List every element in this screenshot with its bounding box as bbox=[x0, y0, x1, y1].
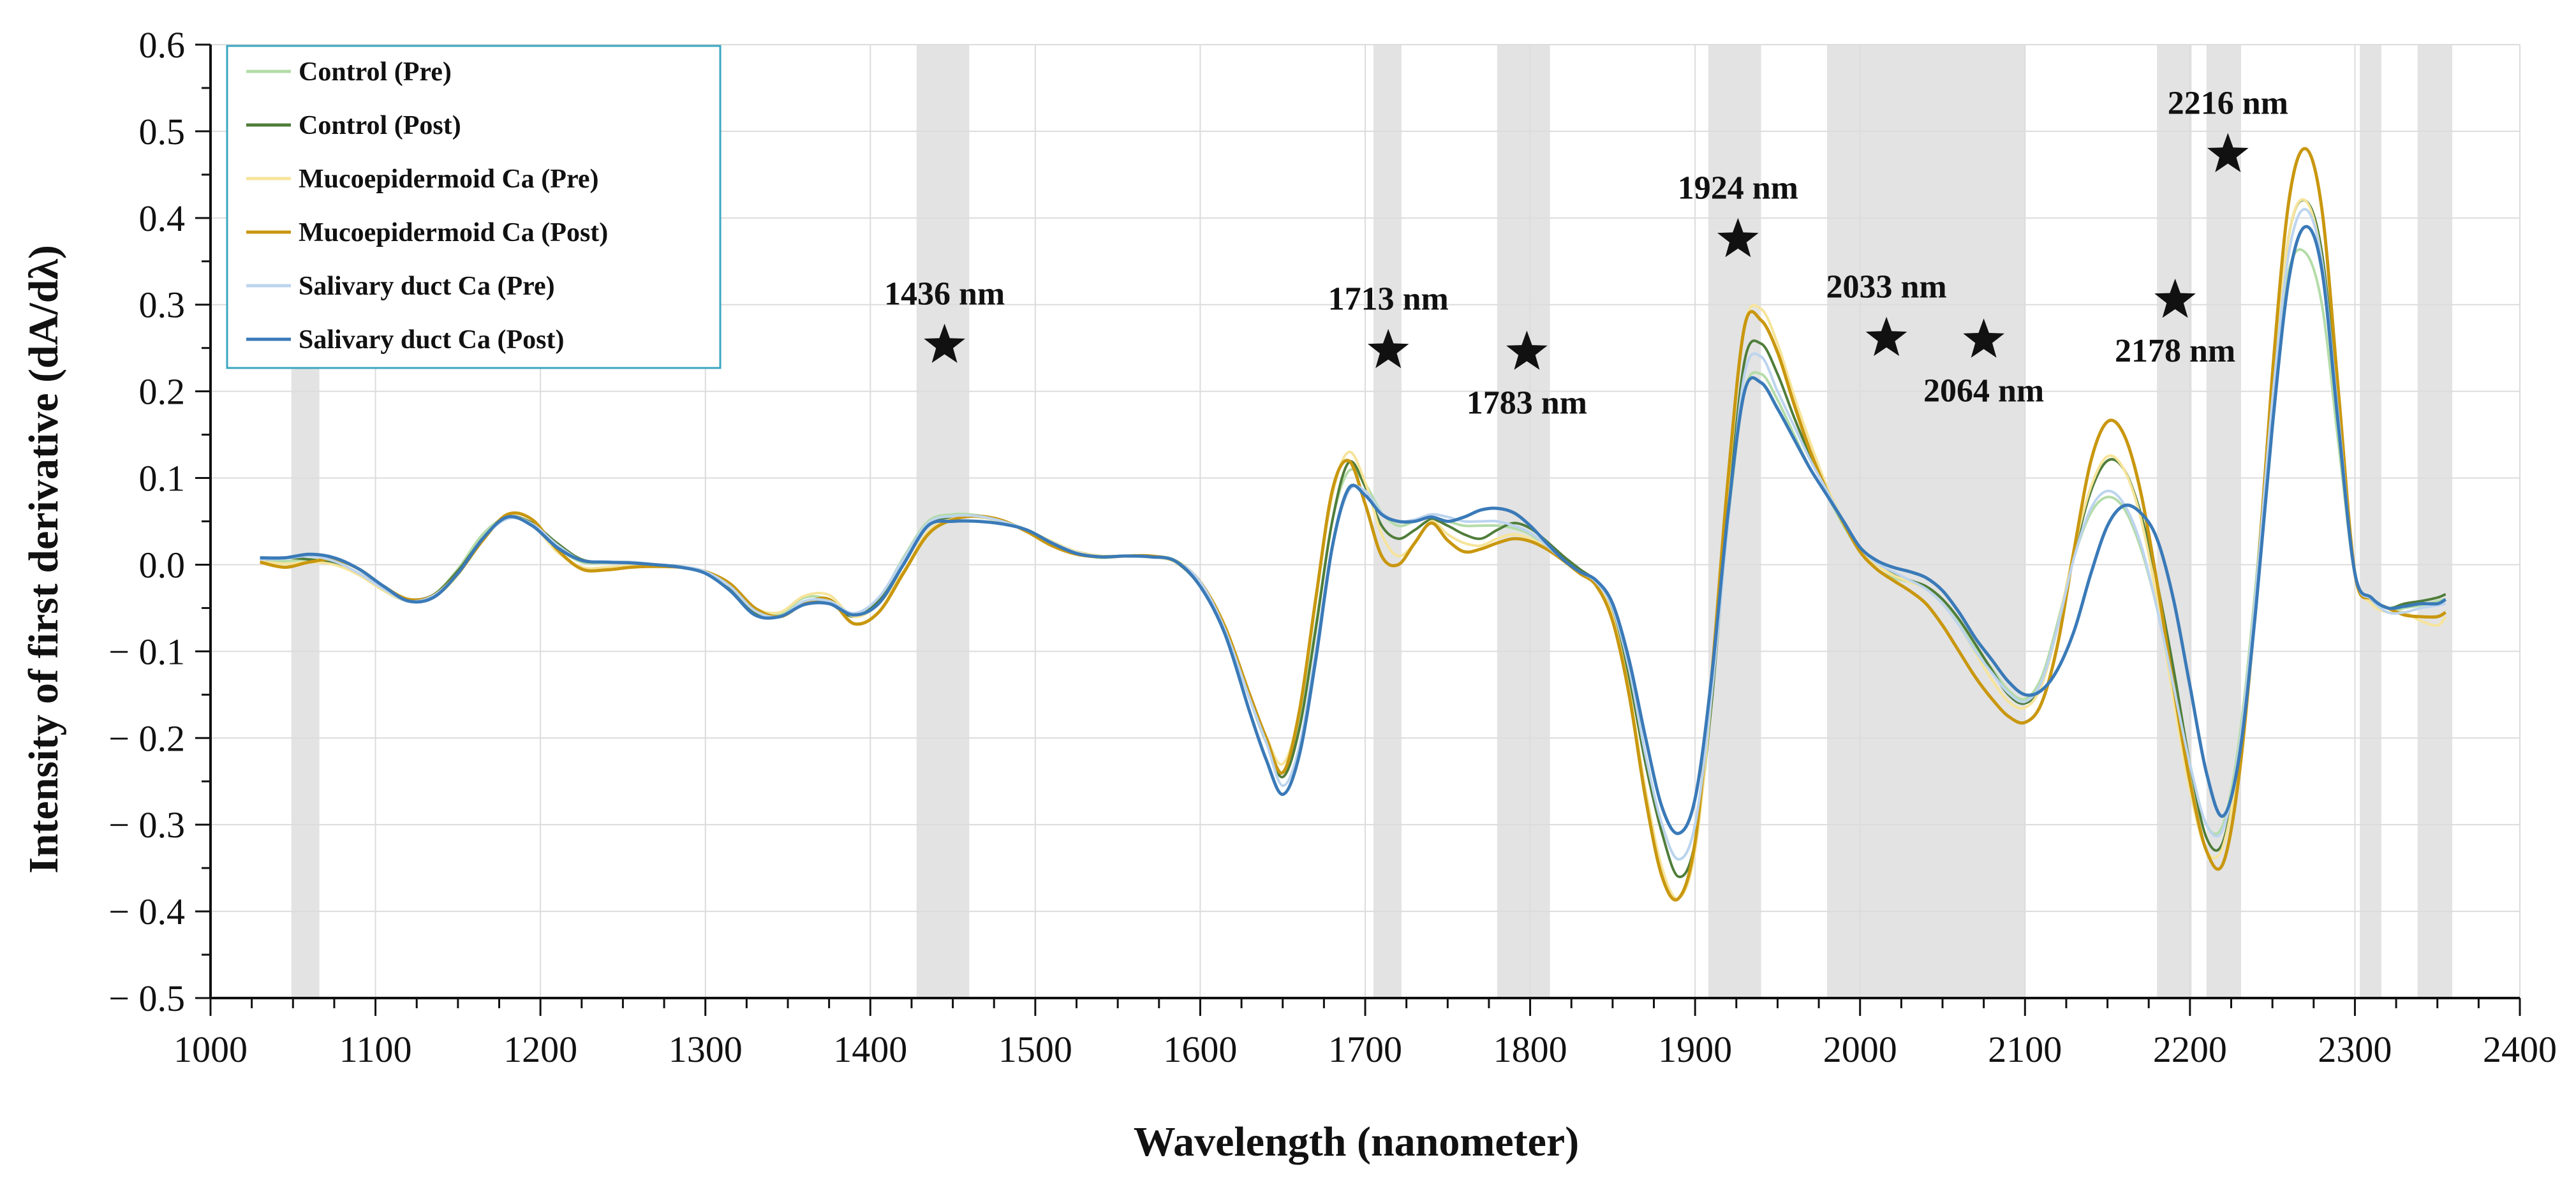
y-tick-label: − 0.3 bbox=[108, 804, 185, 846]
legend: Control (Pre) Control (Post) Mucoepidermoi… bbox=[226, 45, 722, 369]
y-tick-label: 0.4 bbox=[139, 198, 186, 239]
series-line-5 bbox=[260, 224, 2446, 835]
y-tick-label: − 0.2 bbox=[108, 717, 185, 759]
star-marker bbox=[1367, 328, 1409, 369]
annotation-label: 2064 nm bbox=[1923, 372, 2044, 409]
annotations: 1436 nm 1713 nm 1783 nm 1924 nm 2033 nm 2064 … bbox=[884, 85, 2288, 422]
legend-label: Salivary duct Ca (Pre) bbox=[299, 272, 555, 301]
annotation-label: 1713 nm bbox=[1328, 281, 1449, 318]
shaded-band-4 bbox=[1708, 45, 1761, 998]
shaded-band-9 bbox=[2417, 45, 2452, 998]
annotation-label: 1783 nm bbox=[1467, 385, 1587, 421]
legend-box bbox=[226, 45, 722, 369]
star-marker bbox=[1865, 316, 1907, 356]
shaded-band-7 bbox=[2206, 45, 2242, 998]
y-tick-label: 0.6 bbox=[139, 24, 186, 66]
star-marker bbox=[1506, 330, 1548, 370]
annotation-label: 1436 nm bbox=[884, 276, 1005, 312]
x-tick-label: 2200 bbox=[2153, 1029, 2227, 1070]
x-tick-label: 1600 bbox=[1163, 1029, 1237, 1070]
shaded-band-8 bbox=[2360, 45, 2381, 998]
x-tick-label: 2400 bbox=[2483, 1029, 2557, 1070]
shaded-band-6 bbox=[2157, 45, 2192, 998]
annotation-label: 1924 nm bbox=[1678, 170, 1798, 207]
legend-label: Mucoepidermoid Ca (Pre) bbox=[299, 165, 598, 194]
star-marker bbox=[924, 323, 965, 363]
annotation-label: 2033 nm bbox=[1826, 269, 1946, 305]
annotation-label: 2216 nm bbox=[2168, 85, 2288, 122]
x-axis-title: Wavelength (nanometer) bbox=[1134, 1119, 1579, 1165]
y-tick-label: 0.2 bbox=[139, 371, 186, 413]
y-tick-label: − 0.5 bbox=[108, 978, 185, 1019]
legend-label: Salivary duct Ca (Post) bbox=[299, 325, 564, 355]
y-tick-label: 0.0 bbox=[139, 544, 186, 585]
x-tick-label: 1200 bbox=[503, 1029, 577, 1070]
y-axis-title: Intensity of first derivative (dA/dλ) bbox=[20, 245, 67, 874]
annotation-label: 2178 nm bbox=[2115, 333, 2235, 369]
x-tick-label: 1000 bbox=[174, 1029, 248, 1070]
legend-label: Control (Pre) bbox=[299, 57, 452, 87]
star-marker bbox=[2207, 133, 2249, 172]
x-tick-label: 2000 bbox=[1823, 1029, 1897, 1070]
x-tick-label: 1800 bbox=[1493, 1029, 1567, 1070]
y-tick-label: 0.1 bbox=[139, 458, 186, 499]
y-tick-label: − 0.4 bbox=[108, 891, 185, 932]
star-marker bbox=[2154, 278, 2196, 318]
x-tick-label: 2100 bbox=[1988, 1029, 2062, 1070]
x-tick-label: 1400 bbox=[833, 1029, 907, 1070]
x-tick-label: 1500 bbox=[998, 1029, 1072, 1070]
x-tick-label: 1100 bbox=[339, 1029, 412, 1070]
y-tick-label: 0.3 bbox=[139, 284, 186, 326]
star-marker bbox=[1717, 217, 1759, 258]
x-tick-label: 1300 bbox=[669, 1029, 743, 1070]
legend-label: Mucoepidermoid Ca (Post) bbox=[299, 218, 608, 247]
x-tick-label: 1700 bbox=[1328, 1029, 1402, 1070]
x-tick-label: 1900 bbox=[1658, 1029, 1732, 1070]
x-tick-label: 2300 bbox=[2318, 1029, 2392, 1070]
series-lines bbox=[260, 147, 2447, 902]
axes: 1000 1100 1200 1300 1400 1500 1600 1700 1800 1900… bbox=[108, 24, 2557, 1070]
y-tick-label: 0.5 bbox=[139, 111, 186, 152]
y-tick-label: − 0.1 bbox=[108, 631, 185, 672]
shaded-band-5 bbox=[1827, 45, 2025, 998]
star-marker bbox=[1963, 318, 2004, 358]
legend-label: Control (Post) bbox=[299, 111, 461, 140]
